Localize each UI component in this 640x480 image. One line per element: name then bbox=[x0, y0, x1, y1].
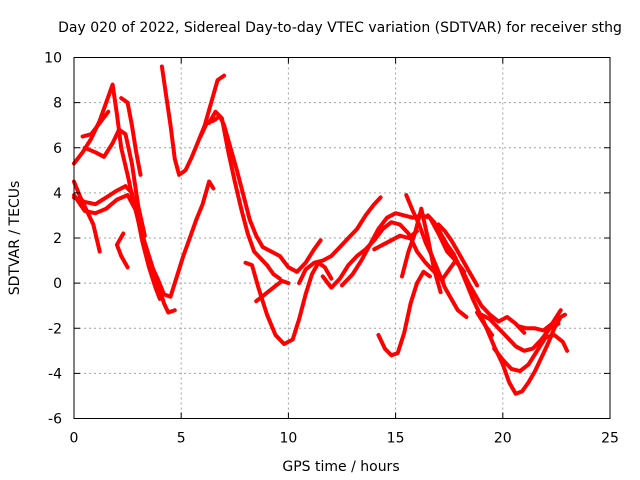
series-arc-b bbox=[72, 179, 102, 254]
y-tick-label: -6 bbox=[48, 412, 62, 428]
y-tick-label: 10 bbox=[44, 51, 62, 67]
x-tick-label: 15 bbox=[387, 431, 405, 447]
axis-ticks: 0 5 10 15 20 25 -6 -4 -2 0 2 4 6 8 10 bbox=[44, 51, 619, 447]
series-arc-s bbox=[400, 206, 443, 295]
y-tick-label: 2 bbox=[53, 231, 62, 247]
series-arc-z bbox=[492, 333, 570, 374]
series-arc-e bbox=[82, 127, 147, 238]
y-tick-label: -4 bbox=[48, 366, 62, 382]
x-tick-label: 5 bbox=[177, 431, 186, 447]
series-arc-k bbox=[207, 109, 282, 281]
y-tick-label: 4 bbox=[53, 186, 62, 202]
x-tick-label: 0 bbox=[70, 431, 79, 447]
series-arc-g bbox=[119, 96, 143, 177]
series-arc-i bbox=[159, 64, 227, 177]
x-tick-label: 25 bbox=[601, 431, 619, 447]
series-arc-p bbox=[340, 211, 467, 288]
series-arc-m bbox=[254, 278, 291, 304]
series-arc-w bbox=[440, 258, 527, 335]
y-tick-label: 0 bbox=[53, 276, 62, 292]
x-tick-label: 10 bbox=[279, 431, 297, 447]
y-tick-label: 6 bbox=[53, 141, 62, 157]
x-axis-label: GPS time / hours bbox=[282, 459, 399, 475]
series-arc-aa bbox=[515, 308, 563, 333]
series-arc-t bbox=[404, 193, 469, 319]
data-layer bbox=[72, 64, 570, 396]
series-arc-c bbox=[72, 179, 216, 299]
series-arc-f bbox=[80, 109, 111, 139]
series-arc-v bbox=[436, 222, 480, 288]
series-arc-j bbox=[198, 114, 323, 274]
series-arc-d bbox=[72, 193, 162, 301]
y-tick-label: -2 bbox=[48, 321, 62, 337]
chart-title: Day 020 of 2022, Sidereal Day-to-day VTE… bbox=[58, 20, 622, 36]
series-arc-q bbox=[372, 229, 419, 252]
series-arc-y bbox=[479, 312, 561, 353]
y-axis-label: SDTVAR / TECUs bbox=[7, 181, 23, 296]
series-arc-n bbox=[297, 195, 383, 286]
series-arc-r bbox=[376, 269, 432, 358]
series-arc-o bbox=[320, 220, 445, 290]
x-tick-label: 20 bbox=[494, 431, 512, 447]
series-arc-h bbox=[114, 231, 130, 270]
y-tick-label: 8 bbox=[53, 96, 62, 112]
